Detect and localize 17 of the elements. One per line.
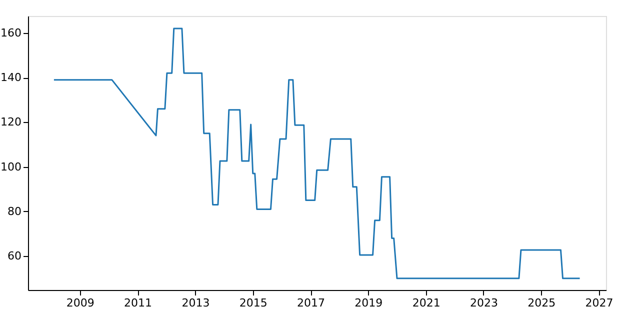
y-tick-label: 60: [8, 250, 22, 263]
line-series: [53, 28, 581, 280]
x-tick-label: 2011: [124, 296, 152, 310]
x-tick-label: 2015: [239, 296, 268, 310]
x-tick-label: 2027: [585, 296, 614, 310]
x-tick-label: 2013: [182, 296, 210, 310]
x-tick-label: 2021: [412, 296, 440, 310]
y-tick-label: 140: [0, 71, 22, 84]
x-tick-label: 2025: [528, 296, 556, 310]
y-tick-label: 120: [0, 116, 22, 129]
y-tick-label: 80: [8, 204, 22, 218]
x-tick-label: 2019: [354, 296, 383, 310]
y-tick-label: 100: [0, 160, 22, 174]
y-tick-label: 160: [0, 26, 22, 40]
x-tick-label: 2009: [66, 296, 94, 310]
x-tick-label: 2023: [470, 296, 498, 310]
x-tick-label: 2017: [297, 296, 326, 310]
